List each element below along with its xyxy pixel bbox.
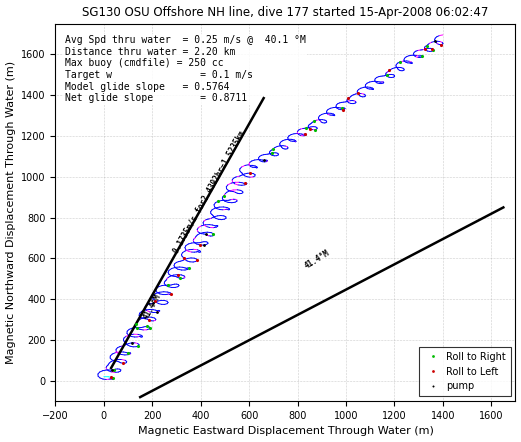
Legend: Roll to Right, Roll to Left, pump: Roll to Right, Roll to Left, pump	[419, 347, 511, 396]
Text: Avg Spd thru water  = 0.25 m/s @  40.1 °M
Distance thru water = 2.20 km
Max buoy: Avg Spd thru water = 0.25 m/s @ 40.1 °M …	[65, 35, 305, 103]
Title: SG130 OSU Offshore NH line, dive 177 started 15-Apr-2008 06:02:47: SG130 OSU Offshore NH line, dive 177 sta…	[82, 6, 489, 19]
Text: 41.4°M: 41.4°M	[302, 248, 331, 271]
Text: 41.4°M: 41.4°M	[141, 292, 163, 320]
X-axis label: Magnetic Eastward Displacement Through Water (m): Magnetic Eastward Displacement Through W…	[138, 427, 433, 436]
Y-axis label: Magnetic Northward Displacement Through Water (m): Magnetic Northward Displacement Through …	[6, 61, 16, 364]
Text: 0.1735m/s for2.4392hr=1.5235km: 0.1735m/s for2.4392hr=1.5235km	[171, 129, 247, 254]
